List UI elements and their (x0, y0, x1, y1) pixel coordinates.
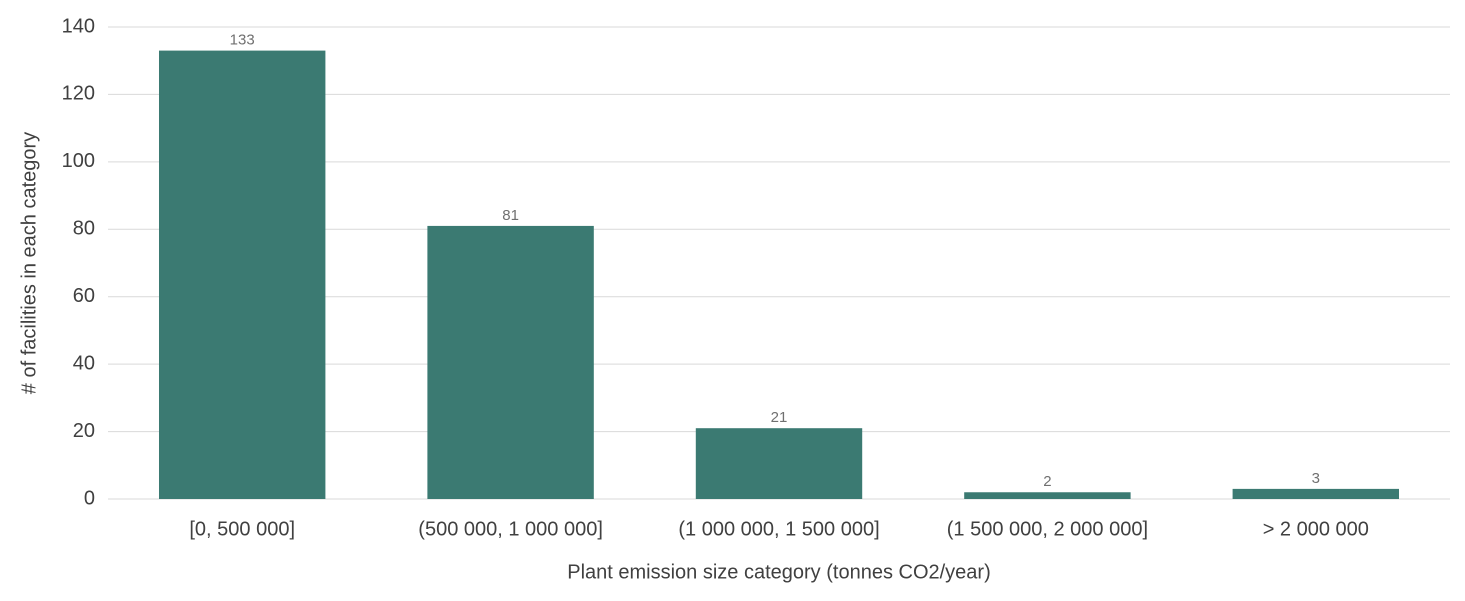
x-axis-title: Plant emission size category (tonnes CO2… (567, 561, 991, 583)
y-axis-title: # of facilities in each category (18, 132, 40, 394)
y-tick-label: 140 (62, 15, 95, 37)
y-tick-label: 100 (62, 150, 95, 172)
value-label: 2 (1043, 473, 1051, 490)
bar (695, 428, 863, 499)
bar (964, 492, 1131, 499)
value-label: 3 (1312, 470, 1320, 487)
y-tick-label: 20 (73, 420, 95, 442)
x-tick-label: (1 500 000, 2 000 000] (947, 518, 1148, 540)
y-tick-label: 40 (73, 352, 95, 374)
x-tick-label: [0, 500 000] (189, 518, 295, 540)
bar (158, 50, 326, 499)
y-tick-label: 0 (84, 487, 95, 509)
value-label: 133 (230, 32, 255, 49)
bar (1232, 488, 1400, 499)
x-tick-label: > 2 000 000 (1263, 518, 1369, 540)
bar (427, 225, 594, 499)
value-label: 81 (502, 207, 519, 224)
y-tick-label: 80 (73, 218, 95, 240)
y-tick-label: 120 (62, 83, 95, 105)
x-tick-label: (1 000 000, 1 500 000] (678, 518, 879, 540)
value-label: 21 (771, 409, 788, 426)
y-tick-label: 60 (73, 285, 95, 307)
x-tick-label: (500 000, 1 000 000] (418, 518, 603, 540)
